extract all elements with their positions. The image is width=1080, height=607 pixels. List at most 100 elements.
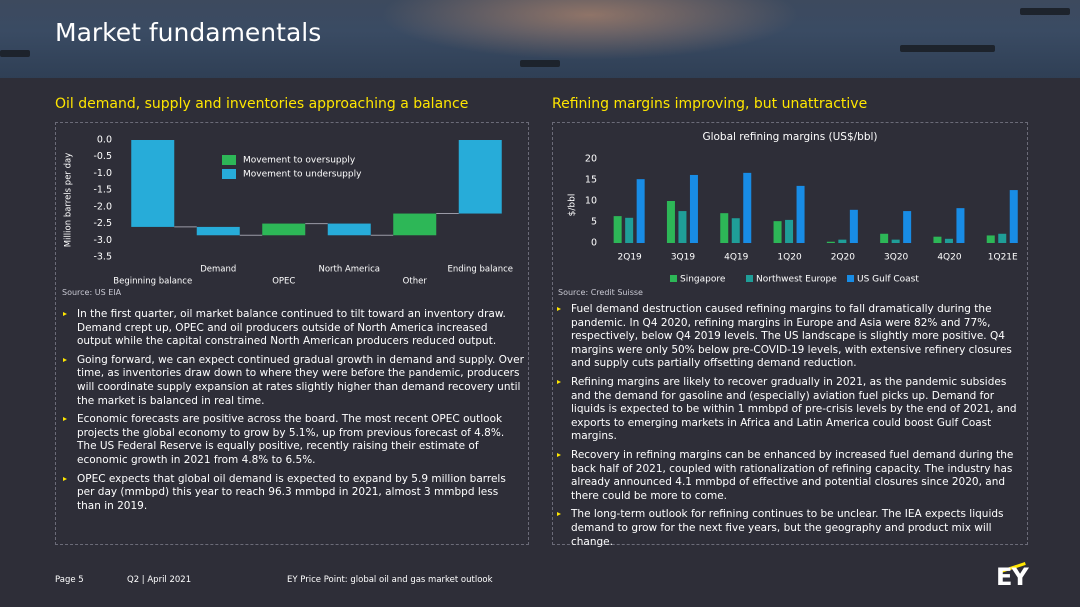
legend-label: Singapore <box>680 275 726 285</box>
section-heading: Oil demand, supply and inventories appro… <box>55 96 469 112</box>
chart-source: Source: Credit Suisse <box>558 288 643 297</box>
x-tick-label: North America <box>318 265 380 275</box>
y-tick-label: -3.0 <box>93 235 112 246</box>
bar <box>458 140 502 214</box>
bullet: Recovery in refining margins can be enha… <box>554 449 1026 503</box>
x-tick-label: 3Q19 <box>671 253 696 263</box>
y-tick-label: -0.5 <box>93 151 112 162</box>
bar <box>196 226 240 236</box>
bar <box>743 172 752 243</box>
ship <box>900 45 995 52</box>
page-number: Page 5 <box>55 575 84 585</box>
bullet: Fuel demand destruction caused refining … <box>554 303 1026 371</box>
ship <box>1020 8 1070 15</box>
ship <box>520 60 560 67</box>
x-tick-label: 2Q20 <box>831 253 856 263</box>
right-panel <box>552 122 1028 545</box>
x-tick-label: 2Q19 <box>618 253 643 263</box>
y-tick-label: -2.0 <box>93 201 112 212</box>
x-tick-label: Beginning balance <box>113 277 192 287</box>
bar <box>720 213 729 243</box>
legend-swatch <box>847 275 854 282</box>
footer-publication: EY Price Point: global oil and gas marke… <box>287 575 493 585</box>
legend-swatch <box>670 275 677 282</box>
y-tick-label: -2.5 <box>93 218 112 229</box>
y-tick-label: 0.0 <box>97 135 112 146</box>
x-tick-label: 4Q19 <box>724 253 749 263</box>
waterfall-chart: 0.0 -0.5 -1.0 -1.5 -2.0 -2.5 -3.0 -3.5 Million b… <box>64 135 513 287</box>
bar <box>880 233 889 243</box>
bar <box>636 179 645 243</box>
y-axis-label: $/bbl <box>568 194 578 217</box>
bar <box>1009 190 1018 243</box>
slide-title: Market fundamentals <box>55 18 322 47</box>
x-tick-label: Ending balance <box>448 265 513 275</box>
legend-label: US Gulf Coast <box>857 275 919 285</box>
bar <box>678 211 687 243</box>
x-tick-label: Demand <box>200 265 236 275</box>
y-tick-label: 15 <box>585 175 597 186</box>
legend-label: Northwest Europe <box>756 275 837 285</box>
bullet: The long-term outlook for refining conti… <box>554 508 1026 549</box>
bar <box>689 174 698 243</box>
bar <box>666 201 675 243</box>
sunset-glow <box>380 0 800 60</box>
bar <box>785 219 794 243</box>
y-tick-label: -1.0 <box>93 168 112 179</box>
bar <box>327 223 371 236</box>
bullet-list: In the first quarter, oil market balance… <box>60 308 525 518</box>
bar <box>933 236 942 243</box>
legend-swatch <box>746 275 753 282</box>
bullet: Going forward, we can expect continued g… <box>60 354 525 408</box>
logo: EY <box>996 563 1029 591</box>
bar <box>998 233 1007 243</box>
bullet: Economic forecasts are positive across t… <box>60 413 525 467</box>
bar <box>986 235 995 243</box>
x-tick-label: 4Q20 <box>937 253 962 263</box>
bar <box>838 239 847 243</box>
bar <box>613 216 622 243</box>
y-tick-label: 20 <box>585 154 597 165</box>
x-tick-label: 1Q20 <box>777 253 802 263</box>
legend-swatch <box>222 169 236 179</box>
chart-source: Source: US EIA <box>62 288 122 297</box>
chart-title: Global refining margins (US$/bbl) <box>702 131 877 143</box>
bar <box>131 140 175 227</box>
x-tick-label: OPEC <box>272 277 295 287</box>
bar <box>796 185 805 243</box>
bar <box>826 241 835 243</box>
bullet: In the first quarter, oil market balance… <box>60 308 525 349</box>
x-tick-label: Other <box>403 277 428 287</box>
bar <box>944 238 953 243</box>
legend-label: Movement to undersupply <box>243 170 362 180</box>
bar <box>773 221 782 243</box>
footer-date: Q2 | April 2021 <box>127 575 192 585</box>
y-tick-label: 10 <box>585 196 597 207</box>
y-axis-label: Million barrels per day <box>64 153 74 248</box>
legend-label: Movement to oversupply <box>243 156 356 166</box>
bar-chart: Global refining margins (US$/bbl) $/bbl 0 5… <box>568 131 1019 285</box>
bar <box>262 223 306 236</box>
bullet-list: Fuel demand destruction caused refining … <box>554 303 1026 554</box>
bar <box>393 213 437 236</box>
ship <box>0 50 30 57</box>
bar <box>731 218 740 243</box>
y-tick-label: 5 <box>591 217 597 228</box>
bullet: Refining margins are likely to recover g… <box>554 376 1026 444</box>
bullet: OPEC expects that global oil demand is e… <box>60 473 525 514</box>
left-panel <box>55 122 529 545</box>
bar <box>903 211 912 243</box>
y-tick-label: -3.5 <box>93 252 112 263</box>
bar <box>849 209 858 243</box>
y-tick-label: 0 <box>591 238 597 249</box>
section-heading: Refining margins improving, but unattrac… <box>552 96 868 112</box>
legend-swatch <box>222 155 236 165</box>
x-tick-label: 1Q21E <box>988 253 1018 263</box>
bar <box>956 208 965 243</box>
header-image: Market fundamentals <box>0 0 1080 78</box>
bar <box>891 239 900 243</box>
x-tick-label: 3Q20 <box>884 253 909 263</box>
bar <box>625 217 634 243</box>
y-tick-label: -1.5 <box>93 185 112 196</box>
